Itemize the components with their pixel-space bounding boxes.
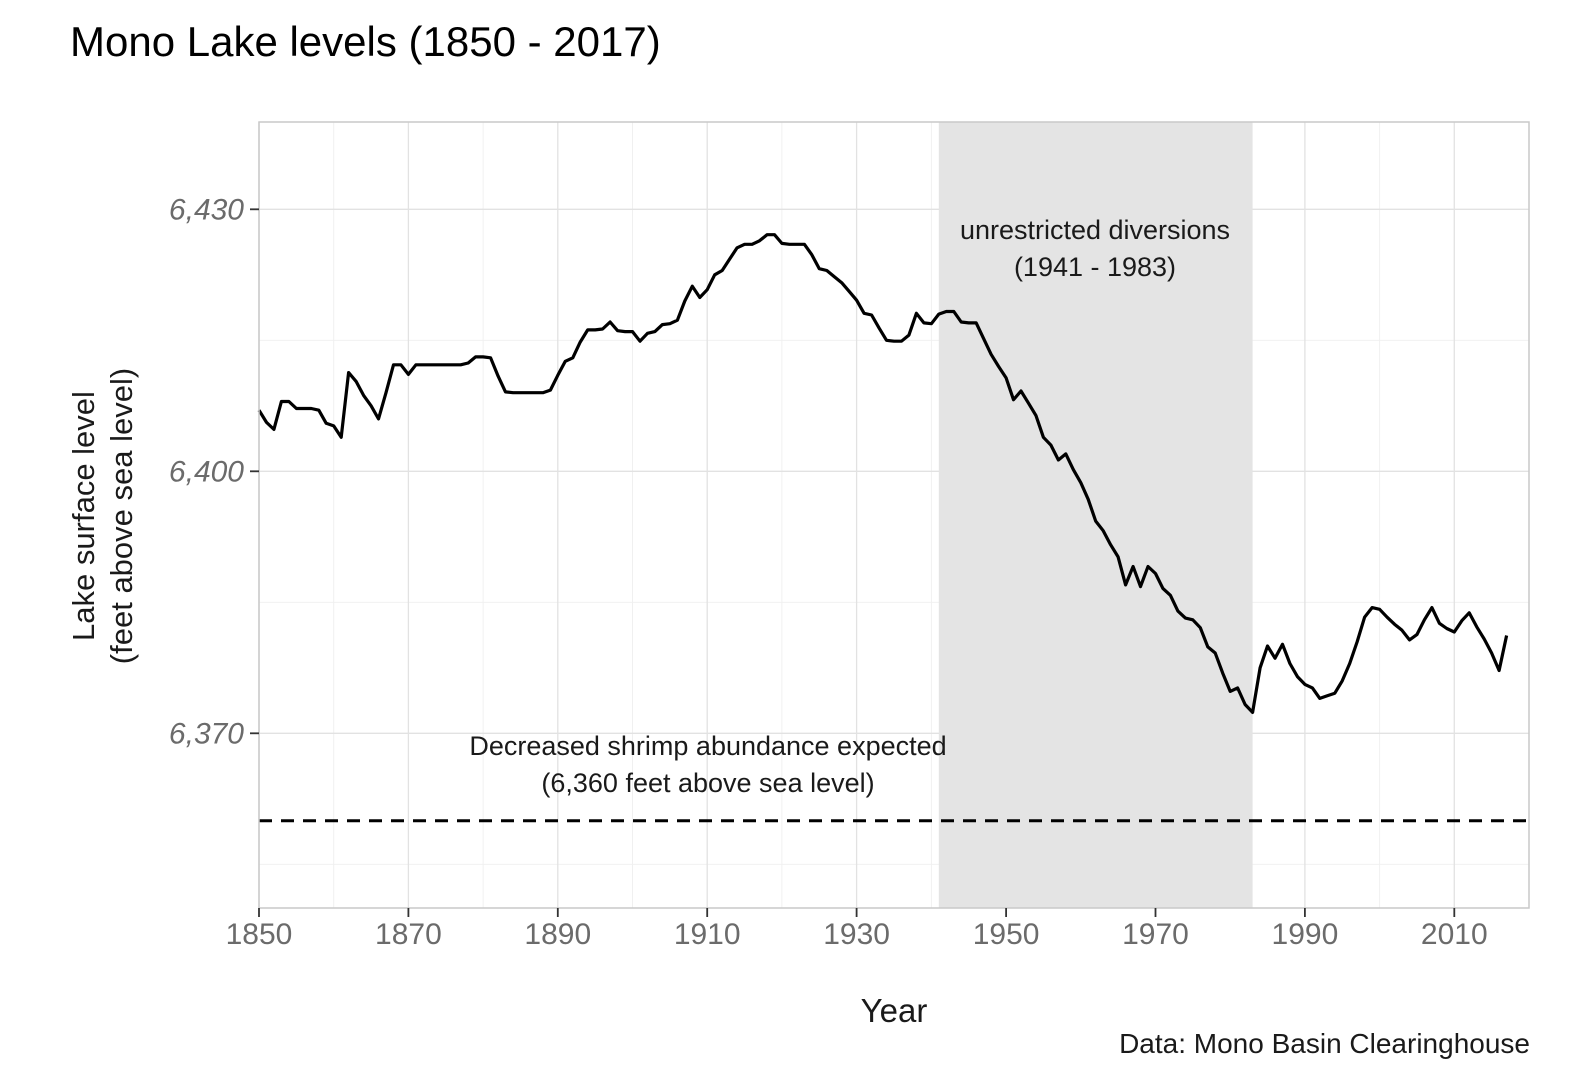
x-tick-label: 1970: [1122, 918, 1189, 951]
data-source-caption: Data: Mono Basin Clearinghouse: [1119, 1028, 1530, 1059]
diversions-band: [938, 122, 1253, 908]
panel-border: [258, 121, 1530, 909]
x-tick-label: 1910: [674, 918, 741, 951]
y-tick-label: 6,400: [169, 455, 244, 488]
x-tick-label: 1930: [823, 918, 890, 951]
x-tick-label: 1850: [226, 918, 293, 951]
diversions-annotation-line1: unrestricted diversions: [959, 215, 1231, 245]
chart-title: Mono Lake levels (1850 - 2017): [70, 18, 661, 65]
x-tick-label: 1950: [973, 918, 1040, 951]
shrimp-threshold-annotation: Decreased shrimp abundance expected (6,3…: [458, 728, 958, 802]
y-tick-label: 6,430: [169, 193, 244, 226]
x-tick-label: 1990: [1272, 918, 1339, 951]
diversions-annotation: unrestricted diversions (1941 - 1983): [845, 212, 1345, 286]
lake-level-line: [257, 233, 1509, 714]
x-tick-label: 1890: [524, 918, 591, 951]
shrimp-threshold-annotation-line2: (6,360 feet above sea level): [541, 768, 875, 798]
diversions-annotation-line2: (1941 - 1983): [1013, 252, 1177, 282]
x-axis-title: Year: [860, 992, 928, 1029]
x-tick-label: 1870: [375, 918, 442, 951]
y-tick-label: 6,370: [169, 717, 244, 750]
shrimp-threshold-annotation-line1: Decreased shrimp abundance expected: [469, 731, 947, 761]
x-tick-label: 2010: [1421, 918, 1488, 951]
